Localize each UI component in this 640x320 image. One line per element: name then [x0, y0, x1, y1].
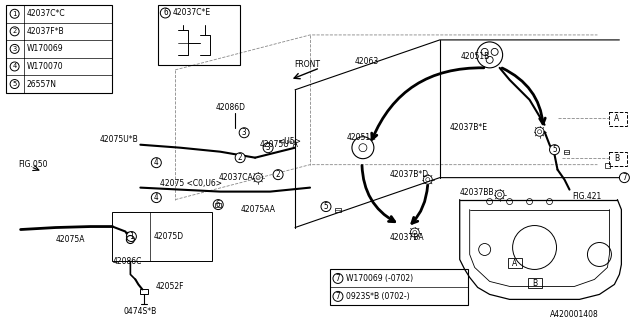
Text: 1: 1: [129, 232, 134, 241]
Circle shape: [161, 8, 170, 18]
Text: 2: 2: [276, 170, 280, 179]
Text: 42037B*E: 42037B*E: [450, 123, 488, 132]
Bar: [215, 203, 221, 207]
Text: 42075D: 42075D: [154, 232, 184, 241]
Text: 5: 5: [324, 202, 328, 211]
Text: W170069 (-0702): W170069 (-0702): [346, 274, 413, 283]
Bar: [6, 5, 113, 93]
Bar: [330, 269, 468, 305]
Bar: [508, 259, 522, 268]
Text: 0474S*B: 0474S*B: [124, 307, 157, 316]
Text: 42086C: 42086C: [113, 257, 142, 266]
Bar: [335, 208, 341, 212]
Circle shape: [235, 153, 245, 163]
Text: 0923S*B (0702-): 0923S*B (0702-): [346, 292, 410, 301]
Text: 2: 2: [238, 153, 243, 162]
Text: 3: 3: [266, 143, 271, 152]
Text: 42037B*D: 42037B*D: [390, 170, 429, 179]
Circle shape: [10, 9, 19, 18]
Text: A: A: [512, 259, 517, 268]
Text: 42075A: 42075A: [56, 235, 85, 244]
Text: A420001408: A420001408: [550, 310, 599, 319]
Text: 42037F*B: 42037F*B: [27, 27, 64, 36]
Circle shape: [550, 145, 559, 155]
Bar: [527, 278, 541, 288]
Text: 42051B: 42051B: [461, 52, 490, 61]
Text: 42037CA: 42037CA: [218, 173, 253, 182]
Circle shape: [620, 173, 629, 183]
Circle shape: [10, 27, 19, 36]
Text: 7: 7: [335, 292, 340, 301]
Circle shape: [151, 193, 161, 203]
Circle shape: [239, 128, 249, 138]
Text: 42037BA: 42037BA: [390, 233, 424, 242]
Circle shape: [10, 80, 19, 89]
Text: 4: 4: [154, 158, 159, 167]
Text: 26557N: 26557N: [27, 80, 56, 89]
Text: FRONT: FRONT: [294, 60, 320, 69]
Text: 4: 4: [154, 193, 159, 202]
Circle shape: [10, 62, 19, 71]
Bar: [158, 5, 240, 65]
Circle shape: [321, 202, 331, 212]
Text: 3: 3: [13, 46, 17, 52]
Circle shape: [263, 143, 273, 153]
Text: 42037C*C: 42037C*C: [27, 9, 65, 18]
Text: B: B: [614, 154, 619, 163]
Bar: [140, 289, 148, 294]
Circle shape: [333, 274, 343, 284]
Text: 42037C*E: 42037C*E: [172, 8, 211, 18]
Bar: [113, 212, 212, 261]
Text: 3: 3: [242, 128, 246, 137]
Text: 42075AA: 42075AA: [240, 205, 275, 214]
Text: 42052F: 42052F: [156, 282, 184, 291]
Text: 42075U*B: 42075U*B: [100, 135, 138, 144]
Text: A: A: [614, 114, 619, 123]
Text: W170069: W170069: [27, 44, 63, 53]
Text: FIG.050: FIG.050: [19, 160, 48, 169]
Text: 7: 7: [335, 274, 340, 283]
Text: 6: 6: [163, 8, 168, 18]
Text: 42037BB: 42037BB: [460, 188, 494, 197]
Bar: [605, 163, 611, 168]
Text: 42075U*A: 42075U*A: [260, 140, 299, 149]
Text: 2: 2: [13, 28, 17, 34]
Text: 5: 5: [552, 145, 557, 154]
Text: 42075 <C0,U6>: 42075 <C0,U6>: [161, 179, 222, 188]
Circle shape: [151, 158, 161, 168]
Text: 1: 1: [13, 11, 17, 17]
Text: 7: 7: [622, 173, 627, 182]
Circle shape: [213, 200, 223, 210]
Text: 42063: 42063: [355, 57, 379, 66]
Text: 42086D: 42086D: [215, 103, 245, 112]
Circle shape: [126, 232, 136, 242]
Text: 42051A: 42051A: [347, 133, 376, 142]
Text: B: B: [532, 279, 537, 288]
Text: FIG.421: FIG.421: [573, 192, 602, 201]
Text: 5: 5: [13, 81, 17, 87]
Circle shape: [273, 170, 283, 180]
Bar: [609, 112, 627, 126]
Text: 4: 4: [13, 63, 17, 69]
Bar: [609, 152, 627, 166]
Text: 6: 6: [216, 200, 221, 209]
Circle shape: [333, 292, 343, 301]
Text: <U5>: <U5>: [278, 137, 301, 146]
Bar: [563, 150, 570, 154]
Circle shape: [10, 44, 19, 53]
Text: W170070: W170070: [27, 62, 63, 71]
